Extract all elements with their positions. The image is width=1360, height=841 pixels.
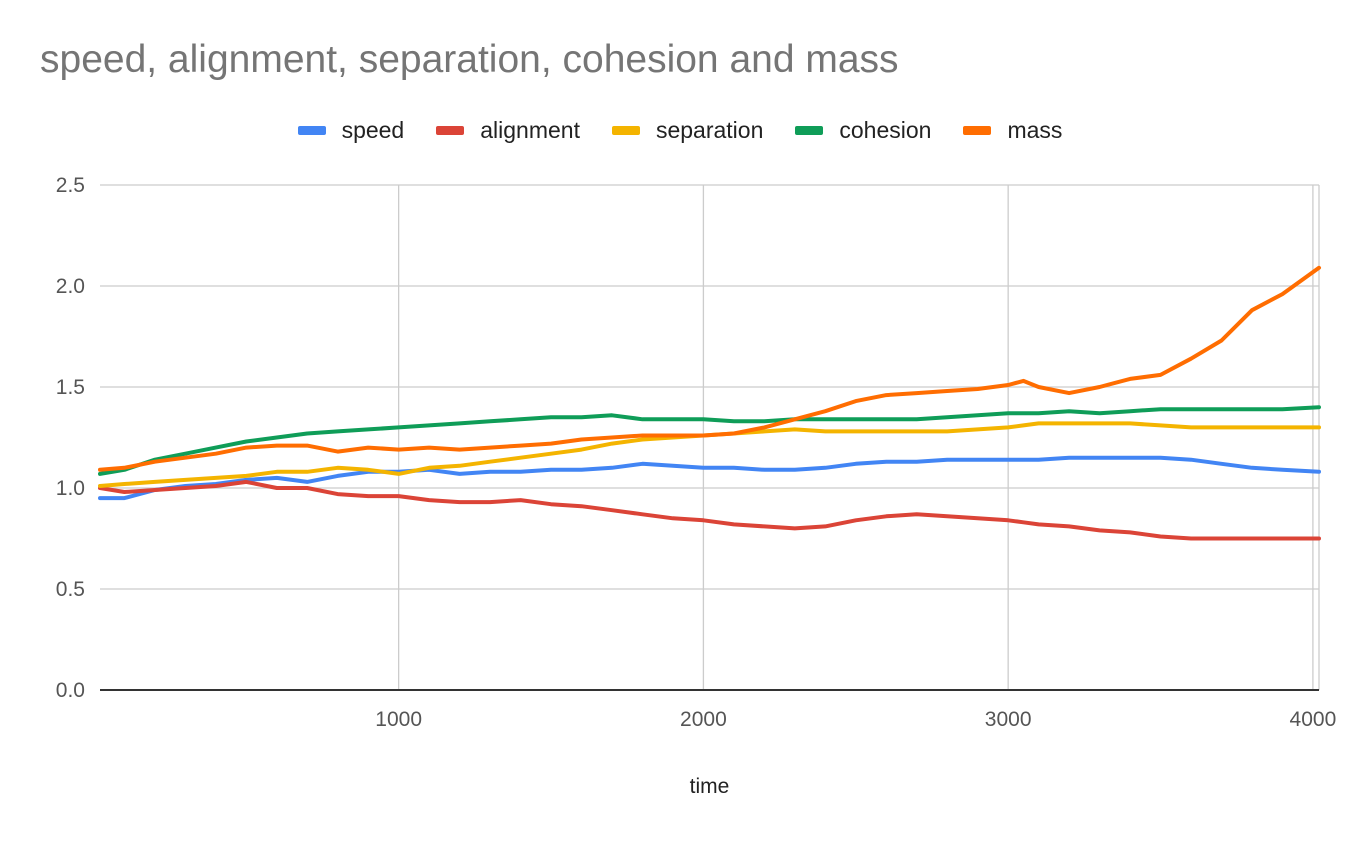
y-tick-label: 2.5 <box>56 174 85 197</box>
series-line-alignment <box>98 479 1321 541</box>
legend-item-speed: speed <box>297 116 405 144</box>
legend-label: separation <box>655 116 764 143</box>
chart-title: speed, alignment, separation, cohesion a… <box>40 38 899 81</box>
legend-swatch <box>297 125 326 135</box>
x-tick-label: 4000 <box>1290 708 1337 731</box>
y-tick-label: 1.0 <box>56 477 85 500</box>
legend-item-cohesion: cohesion <box>795 117 931 144</box>
legend-swatch <box>436 125 465 135</box>
y-tick-label: 0.5 <box>56 578 85 601</box>
legend-swatch <box>963 125 992 135</box>
legend-item-mass: mass <box>963 117 1062 144</box>
legend-label: speed <box>341 116 405 143</box>
legend-item-alignment: alignment <box>436 117 580 144</box>
y-tick-label: 0.0 <box>56 679 85 702</box>
legend: speed alignment separation cohesion mass <box>0 113 1360 147</box>
legend-label: alignment <box>480 116 580 143</box>
series-line-mass <box>98 265 1321 472</box>
x-tick-label: 3000 <box>985 708 1032 731</box>
series-line-speed <box>98 455 1321 501</box>
legend-label: mass <box>1007 116 1063 143</box>
x-axis-title: time <box>690 775 730 798</box>
x-tick-label: 2000 <box>680 708 727 731</box>
y-tick-label: 2.0 <box>56 275 85 298</box>
legend-swatch <box>795 125 824 135</box>
legend-label: cohesion <box>839 116 932 143</box>
series-line-cohesion <box>98 405 1321 476</box>
legend-swatch <box>611 125 640 135</box>
y-tick-label: 1.5 <box>56 376 85 399</box>
legend-item-separation: separation <box>611 116 764 144</box>
x-tick-label: 1000 <box>375 708 422 731</box>
series-line-separation <box>98 421 1321 488</box>
